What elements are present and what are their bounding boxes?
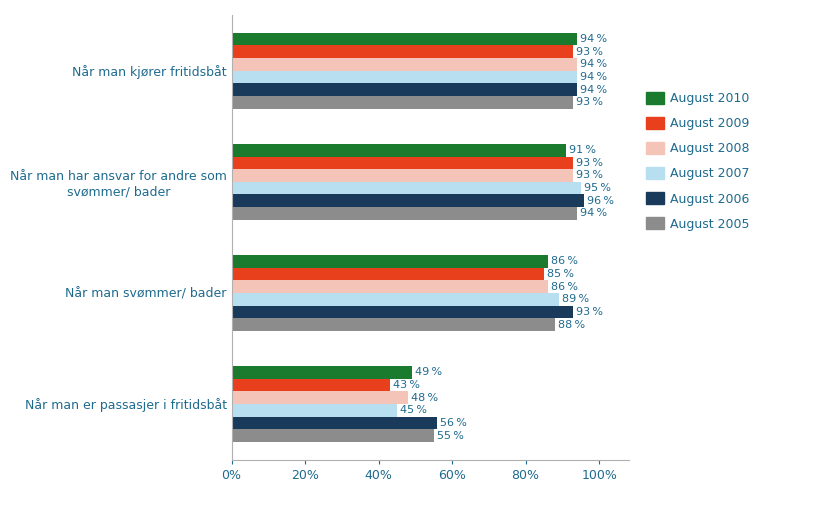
Text: 45 %: 45 % (400, 406, 427, 415)
Bar (232, 96, 573, 109)
Bar (232, 45, 573, 58)
Bar (232, 429, 433, 442)
Text: 93 %: 93 % (576, 47, 604, 57)
Bar (232, 169, 573, 182)
Bar (232, 83, 577, 96)
Legend: August 2010, August 2009, August 2008, August 2007, August 2006, August 2005: August 2010, August 2009, August 2008, A… (643, 88, 753, 234)
Text: 85 %: 85 % (547, 269, 574, 279)
Bar (232, 194, 585, 207)
Text: 49 %: 49 % (414, 367, 442, 377)
Bar (232, 268, 544, 280)
Text: 95 %: 95 % (584, 183, 610, 193)
Text: 86 %: 86 % (551, 282, 577, 291)
Text: 96 %: 96 % (587, 196, 614, 206)
Text: 89 %: 89 % (562, 294, 589, 304)
Text: 93 %: 93 % (576, 307, 604, 317)
Bar (232, 306, 573, 318)
Text: 94 %: 94 % (580, 72, 607, 82)
Text: 56 %: 56 % (440, 418, 467, 428)
Text: 94 %: 94 % (580, 34, 607, 44)
Bar (232, 144, 566, 157)
Text: 48 %: 48 % (411, 393, 438, 402)
Bar (232, 280, 547, 293)
Bar (232, 366, 412, 379)
Text: 93 %: 93 % (576, 171, 604, 180)
Text: 91 %: 91 % (569, 145, 596, 155)
Bar (232, 182, 581, 194)
Text: 93 %: 93 % (576, 97, 604, 108)
Bar (232, 318, 555, 331)
Text: 94 %: 94 % (580, 209, 607, 219)
Bar (232, 391, 408, 404)
Text: 88 %: 88 % (558, 320, 585, 330)
Bar (232, 58, 577, 71)
Bar (232, 71, 577, 83)
Text: 43 %: 43 % (393, 380, 419, 390)
Text: 94 %: 94 % (580, 60, 607, 69)
Bar (232, 157, 573, 169)
Bar (232, 404, 397, 417)
Text: 86 %: 86 % (551, 256, 577, 266)
Bar (232, 207, 577, 220)
Bar (232, 379, 390, 391)
Bar (232, 417, 437, 429)
Bar (232, 255, 547, 268)
Text: 93 %: 93 % (576, 158, 604, 168)
Text: 55 %: 55 % (437, 431, 463, 441)
Text: 94 %: 94 % (580, 85, 607, 94)
Bar (232, 33, 577, 45)
Bar (232, 293, 559, 306)
